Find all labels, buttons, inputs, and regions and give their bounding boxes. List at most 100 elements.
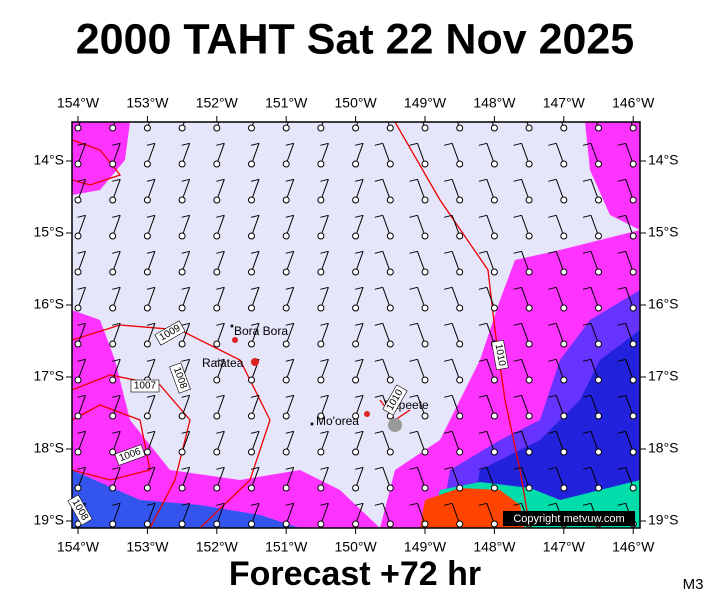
wind-barb <box>285 430 294 434</box>
wind-staff <box>590 251 599 273</box>
station <box>386 124 394 132</box>
wind-barb <box>216 142 225 146</box>
wind-staff <box>181 287 191 309</box>
station <box>317 304 325 312</box>
wind-staff <box>625 215 634 237</box>
station <box>421 376 429 384</box>
station <box>74 268 82 276</box>
station <box>525 160 533 168</box>
wind-staff <box>285 143 295 165</box>
wind-barb <box>548 286 557 290</box>
wind-staff <box>555 323 565 345</box>
station <box>490 412 498 420</box>
place-label: Bora Bora <box>234 324 288 338</box>
wind-barb <box>355 430 364 434</box>
wind-staff <box>320 143 329 165</box>
wind-staff <box>251 179 260 201</box>
wind-barb <box>513 466 522 470</box>
wind-staff <box>285 122 289 129</box>
wind-staff <box>285 503 295 525</box>
station <box>178 124 186 132</box>
wind-staff <box>320 359 329 381</box>
station <box>629 196 637 204</box>
wind-staff <box>355 122 359 129</box>
wind-staff <box>382 503 391 525</box>
station <box>143 448 151 456</box>
station <box>421 124 429 132</box>
wind-barb <box>513 286 522 290</box>
wind-staff <box>285 431 295 453</box>
wind-barb <box>320 322 329 326</box>
wind-barb <box>444 142 453 146</box>
wind-fill <box>72 310 380 528</box>
lat-label: 18°S <box>33 440 64 456</box>
wind-barb <box>146 430 156 434</box>
isobar-value: 1010 <box>493 343 508 367</box>
wind-barb <box>409 322 418 326</box>
station <box>352 520 360 528</box>
station <box>109 268 117 276</box>
wind-staff <box>555 395 565 417</box>
title: 2000 TAHT Sat 22 Nov 2025 <box>76 15 634 63</box>
wind-staff <box>451 467 461 489</box>
wind-staff <box>555 215 565 237</box>
wind-staff <box>382 323 391 345</box>
wind-barb <box>355 214 364 218</box>
wind-staff <box>387 122 391 129</box>
wind-barb <box>374 394 383 398</box>
wind-staff <box>382 143 391 165</box>
wind-barb <box>355 178 364 182</box>
station <box>178 304 186 312</box>
station <box>248 484 255 492</box>
station <box>421 484 429 492</box>
wind-staff <box>320 503 329 525</box>
wind-barb <box>112 502 121 506</box>
station <box>352 340 360 348</box>
station <box>282 412 290 420</box>
station <box>213 232 221 240</box>
station <box>109 340 117 348</box>
wind-barb <box>285 214 294 218</box>
station <box>282 160 290 168</box>
wind-barb <box>112 142 121 146</box>
wind-staff <box>417 215 426 237</box>
wind-staff <box>320 287 329 309</box>
wind-barb <box>250 178 260 182</box>
wind-staff <box>285 359 295 381</box>
lon-label: 150°W <box>335 95 378 111</box>
lon-label: 154°W <box>57 95 100 111</box>
wind-barb <box>513 214 522 218</box>
wind-barb <box>181 178 190 182</box>
wind-barb <box>77 358 86 362</box>
station <box>421 412 429 420</box>
wind-staff <box>146 287 156 309</box>
wind-barb <box>409 250 418 254</box>
wind-barb <box>548 214 557 218</box>
wind-barb <box>285 358 294 362</box>
station <box>213 268 221 276</box>
station <box>178 448 186 456</box>
wind-fill <box>72 470 300 528</box>
wind-staff <box>555 431 565 453</box>
station <box>109 412 117 420</box>
wind-staff <box>625 395 634 417</box>
station <box>317 124 325 132</box>
wind-barb <box>617 430 626 434</box>
wind-staff <box>590 323 599 345</box>
station <box>595 196 602 204</box>
place-label: Mo'orea <box>316 414 359 428</box>
lon-label: 146°W <box>612 95 655 111</box>
wind-barb <box>285 394 294 398</box>
station <box>352 448 360 456</box>
wind-barb <box>216 178 225 182</box>
wind-barb <box>513 358 522 362</box>
lon-label: 149°W <box>404 539 447 555</box>
station <box>352 484 360 492</box>
wind-staff <box>382 215 391 237</box>
wind-barb <box>285 250 294 254</box>
wind-staff <box>251 122 255 129</box>
wind-staff <box>285 287 295 309</box>
wind-barb <box>146 142 156 146</box>
station <box>352 160 360 168</box>
